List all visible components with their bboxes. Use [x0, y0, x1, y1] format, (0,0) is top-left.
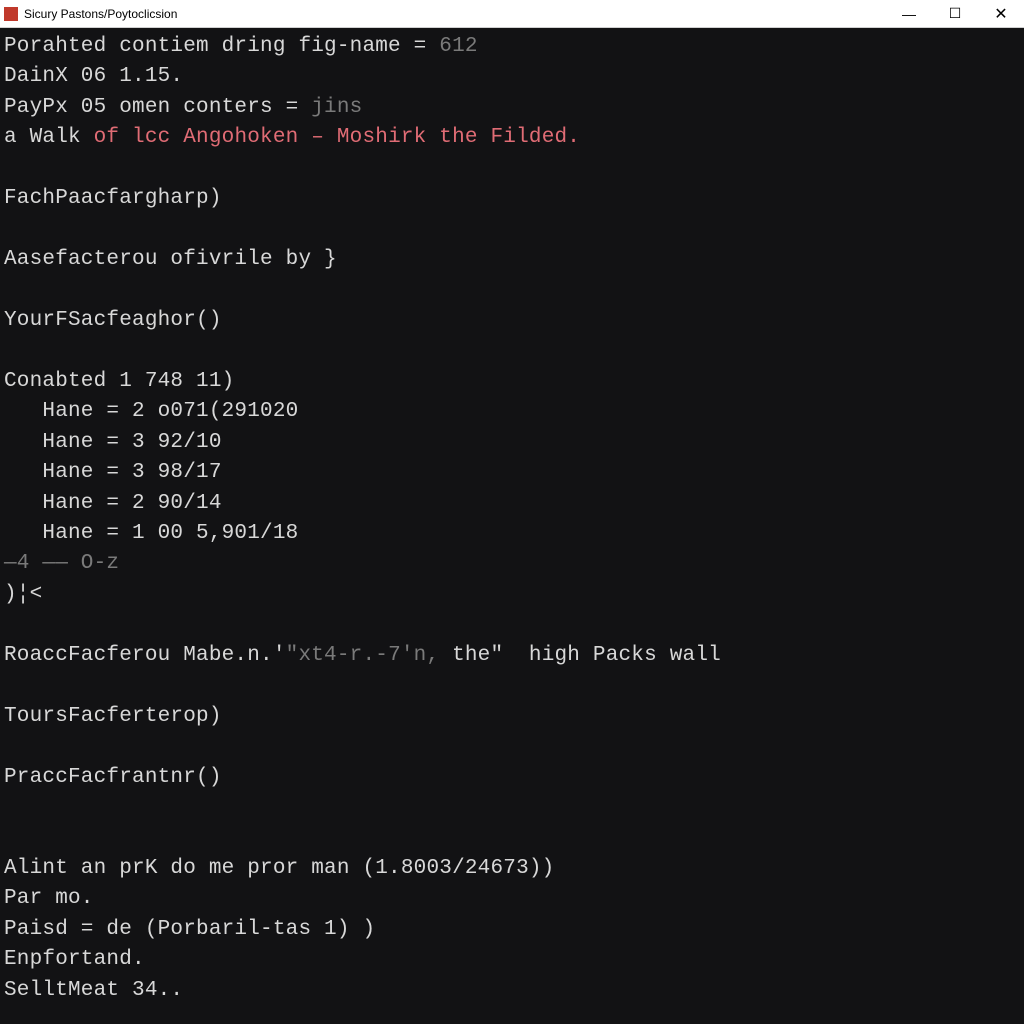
terminal-line: Aasefacterou ofivrile by }	[4, 245, 1024, 275]
terminal-text-segment: Aasefacterou ofivrile by }	[4, 248, 337, 271]
terminal-line: Hane = 3 98/17	[4, 458, 1024, 488]
terminal-line	[4, 793, 1024, 823]
terminal-line	[4, 610, 1024, 640]
terminal-text-segment: Hane = 1 00 5,901/18	[4, 522, 298, 545]
terminal-line: FachPaacfargharp)	[4, 184, 1024, 214]
terminal-text-segment: Enpfortand.	[4, 948, 145, 971]
terminal-line	[4, 732, 1024, 762]
terminal-text-segment: "xt4-r.-7'n,	[286, 644, 440, 667]
terminal-line: Par mo.	[4, 884, 1024, 914]
terminal-line: PraccFacfrantnr()	[4, 763, 1024, 793]
terminal-text-segment: —4 —— O-z	[4, 552, 119, 575]
terminal-line: Paisd = de (Porbaril-tas 1) )	[4, 915, 1024, 945]
maximize-button[interactable]: ☐	[932, 0, 978, 28]
terminal-line: a Walk of lcc Angohoken – Moshirk the Fi…	[4, 123, 1024, 153]
terminal-text-segment: a Walk	[4, 126, 94, 149]
terminal-text-segment: DainX 06 1.15.	[4, 65, 183, 88]
close-button[interactable]: ✕	[978, 0, 1024, 28]
terminal-line: YourFSacfeaghor()	[4, 306, 1024, 336]
terminal-text-segment: Hane = 2 90/14	[4, 492, 222, 515]
terminal-line: )¦<	[4, 580, 1024, 610]
terminal-line	[4, 1006, 1024, 1024]
terminal-text-segment: jins	[311, 96, 362, 119]
terminal-line: ToursFacferterop)	[4, 702, 1024, 732]
terminal-line: Conabted 1 748 11)	[4, 367, 1024, 397]
terminal-line: Hane = 2 o071(291020	[4, 397, 1024, 427]
terminal-line: Alint an prK do me pror man (1.8003/2467…	[4, 854, 1024, 884]
terminal-text-segment: PayPx 05 omen conters =	[4, 96, 311, 119]
terminal-text-segment: the" high Packs wall	[439, 644, 721, 667]
app-window: Sicury Pastons/Poytoclicsion — ☐ ✕ Porah…	[0, 0, 1024, 1024]
terminal-line: Hane = 2 90/14	[4, 489, 1024, 519]
terminal-line: PayPx 05 omen conters = jins	[4, 93, 1024, 123]
terminal-text-segment: PraccFacfrantnr()	[4, 766, 222, 789]
terminal-text-segment: YourFSacfeaghor()	[4, 309, 222, 332]
terminal-text-segment: Alint an prK do me pror man (1.8003/2467…	[4, 857, 555, 880]
terminal-line: —4 —— O-z	[4, 549, 1024, 579]
terminal-output[interactable]: Porahted contiem dring fig-name = 612 Dai…	[0, 28, 1024, 1024]
minimize-icon: —	[902, 6, 916, 22]
terminal-text-segment: Par mo.	[4, 887, 94, 910]
terminal-line: Hane = 1 00 5,901/18	[4, 519, 1024, 549]
terminal-text-segment: of lcc Angohoken – Moshirk the Filded.	[94, 126, 580, 149]
terminal-text-segment: RoaccFacferou Mabe.n.'	[4, 644, 286, 667]
terminal-text-segment: )¦<	[4, 583, 42, 606]
terminal-line: RoaccFacferou Mabe.n.'"xt4-r.-7'n, the" …	[4, 641, 1024, 671]
terminal-text-segment: ToursFacferterop)	[4, 705, 222, 728]
terminal-line	[4, 154, 1024, 184]
terminal-text-segment: 612	[439, 35, 477, 58]
terminal-line: Porahted contiem dring fig-name = 612	[4, 32, 1024, 62]
terminal-text-segment: FachPaacfargharp)	[4, 187, 222, 210]
close-icon: ✕	[994, 4, 1007, 24]
terminal-text-segment: Paisd = de (Porbaril-tas 1) )	[4, 918, 375, 941]
window-title: Sicury Pastons/Poytoclicsion	[24, 7, 177, 21]
titlebar[interactable]: Sicury Pastons/Poytoclicsion — ☐ ✕	[0, 0, 1024, 28]
terminal-line: Enpfortand.	[4, 945, 1024, 975]
terminal-line	[4, 215, 1024, 245]
terminal-line	[4, 336, 1024, 366]
terminal-text-segment: Hane = 3 98/17	[4, 461, 222, 484]
maximize-icon: ☐	[949, 5, 962, 22]
terminal-line: Hane = 3 92/10	[4, 428, 1024, 458]
app-icon	[4, 7, 18, 21]
terminal-line	[4, 671, 1024, 701]
terminal-text-segment: Hane = 2 o071(291020	[4, 400, 298, 423]
terminal-text-segment: Porahted contiem dring fig-name =	[4, 35, 439, 58]
terminal-line	[4, 823, 1024, 853]
terminal-text-segment: Hane = 3 92/10	[4, 431, 222, 454]
terminal-text-segment: SelltMeat 34..	[4, 979, 183, 1002]
minimize-button[interactable]: —	[886, 0, 932, 28]
terminal-line: DainX 06 1.15.	[4, 62, 1024, 92]
terminal-line	[4, 276, 1024, 306]
terminal-text-segment: Conabted 1 748 11)	[4, 370, 234, 393]
terminal-line: SelltMeat 34..	[4, 976, 1024, 1006]
